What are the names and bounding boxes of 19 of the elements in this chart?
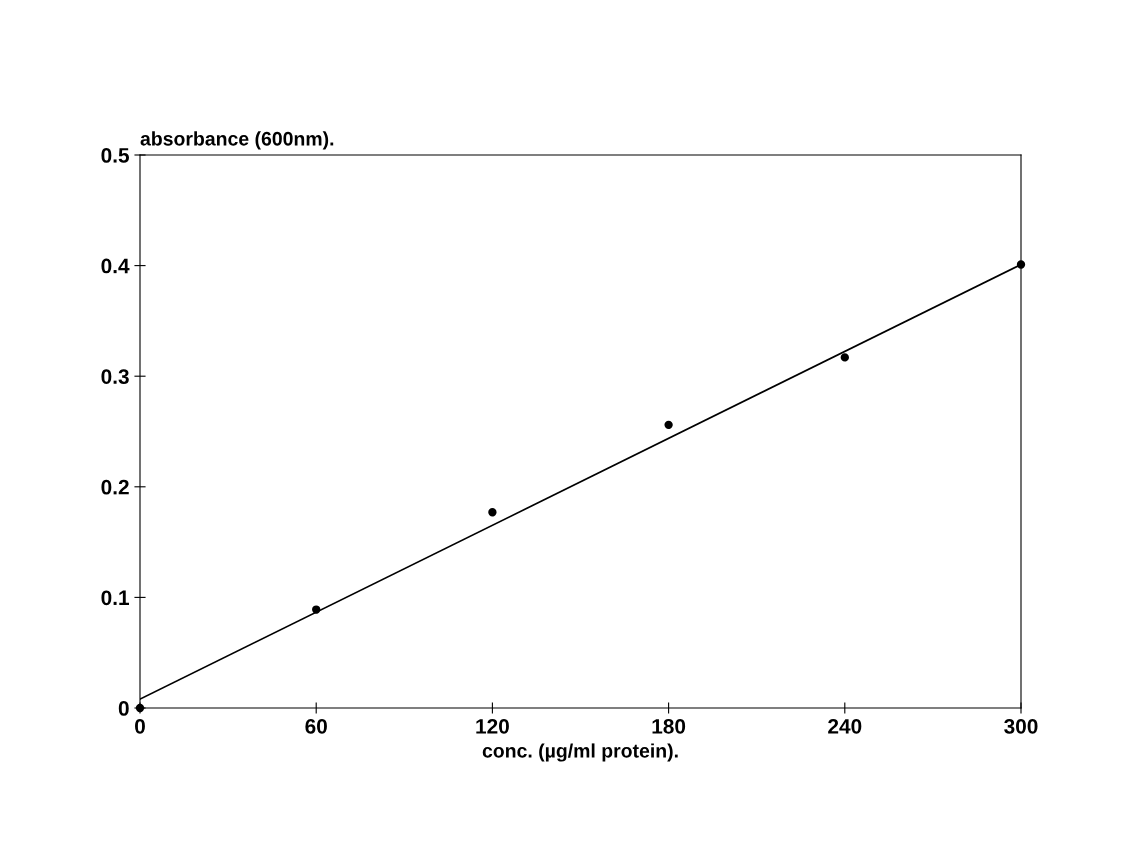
y-tick-label: 0.2 — [101, 479, 129, 495]
y-axis-title: absorbance (600nm). — [140, 131, 334, 150]
y-tick-label: 0 — [118, 701, 129, 716]
x-tick-label: 120 — [476, 718, 509, 734]
x-tick-label: 300 — [1004, 718, 1038, 734]
y-tick-label: 0.5 — [101, 148, 130, 163]
point — [664, 420, 673, 430]
point — [840, 353, 849, 362]
x-tick-label: 240 — [828, 718, 862, 734]
y-tick-label: 0.4 — [101, 258, 130, 274]
y-tick-label: 0.1 — [101, 590, 130, 606]
x-axis-title: conc. (µg/ml protein). — [482, 743, 678, 762]
x-tick-label: 0 — [135, 718, 145, 734]
point — [488, 508, 497, 517]
x-tick-label: 180 — [652, 718, 686, 734]
point — [1016, 260, 1026, 269]
y-tick-label: 0.3 — [101, 369, 129, 384]
x-tick-label: 60 — [305, 718, 327, 734]
point — [312, 605, 321, 614]
